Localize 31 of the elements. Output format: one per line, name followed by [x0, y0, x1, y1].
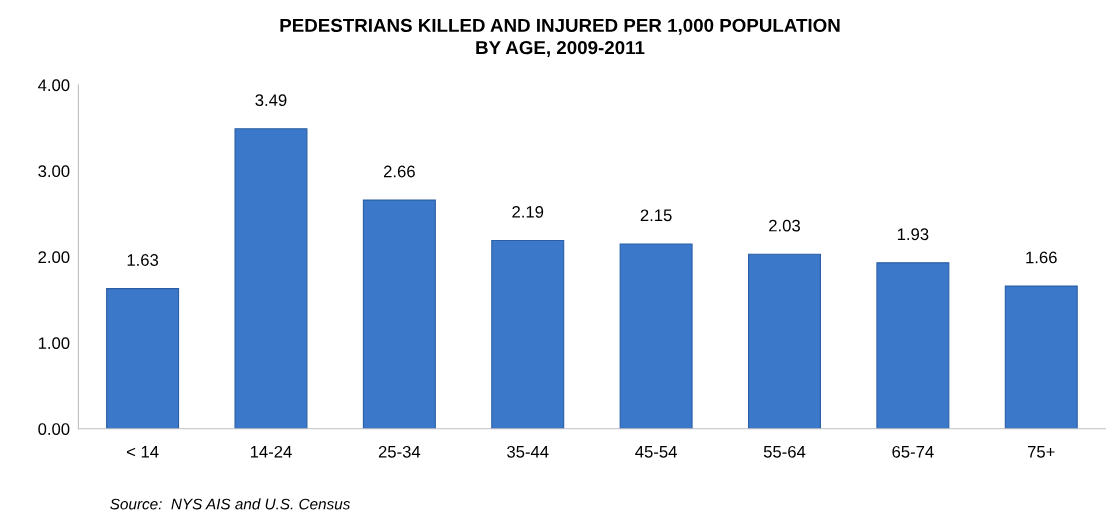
y-tick-label: 0.00 — [38, 423, 70, 435]
bar — [362, 199, 436, 429]
data-label: 1.93 — [897, 228, 929, 241]
data-label: 2.66 — [383, 165, 415, 178]
x-tick-label: 65-74 — [892, 445, 934, 458]
source-note: Source: NYS AIS and U.S. Census — [110, 498, 351, 510]
data-label: 2.03 — [769, 219, 800, 232]
data-label: 2.19 — [512, 205, 544, 218]
x-tick-label: 45-54 — [635, 446, 677, 458]
bar — [491, 239, 565, 429]
y-tick-label: 2.00 — [38, 251, 70, 264]
bar — [106, 288, 180, 429]
bar — [876, 262, 950, 429]
bar — [1004, 285, 1078, 429]
y-tick-label: 1.00 — [38, 337, 70, 350]
bar — [234, 128, 308, 429]
x-tick-label: 75+ — [1027, 446, 1055, 458]
y-tick-label: 4.00 — [38, 79, 70, 92]
x-tick-label: < 14 — [126, 446, 159, 458]
x-tick-label: 14-24 — [250, 445, 292, 458]
bar — [747, 253, 821, 429]
x-tick-label: 35-44 — [507, 445, 549, 458]
data-label: 1.66 — [1026, 251, 1057, 264]
x-tick-label: 25-34 — [378, 445, 421, 458]
data-label: 1.63 — [127, 254, 159, 266]
bar — [619, 243, 693, 429]
data-label: 2.15 — [640, 209, 672, 222]
x-tick-label: 55-64 — [763, 445, 806, 458]
chart-title: PEDESTRIANS KILLED AND INJURED PER 1,000 POPULATION BY AGE, 2009-2011 — [280, 18, 840, 57]
y-tick-label: 3.00 — [38, 165, 70, 178]
data-label: 3.49 — [255, 94, 287, 107]
